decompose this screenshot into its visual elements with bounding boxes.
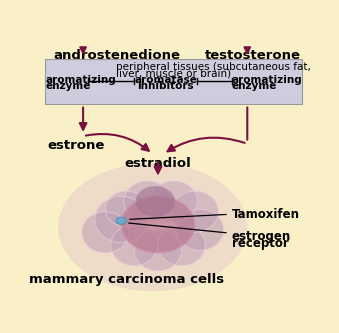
Text: enzyme: enzyme — [232, 82, 277, 92]
Ellipse shape — [150, 181, 197, 222]
Ellipse shape — [136, 186, 175, 217]
Ellipse shape — [111, 224, 158, 266]
Text: estrogen: estrogen — [232, 230, 291, 243]
Text: aromatase: aromatase — [135, 75, 197, 85]
Ellipse shape — [105, 191, 147, 227]
Ellipse shape — [171, 191, 218, 232]
Text: receptor: receptor — [232, 237, 288, 250]
Ellipse shape — [124, 181, 171, 222]
Text: androstenedione: androstenedione — [53, 49, 180, 62]
Text: inhibitors: inhibitors — [138, 82, 194, 92]
Text: estrone: estrone — [47, 139, 105, 152]
Text: peripheral tissues (subcutaneous fat,: peripheral tissues (subcutaneous fat, — [116, 62, 311, 72]
Ellipse shape — [58, 163, 247, 291]
Text: Tamoxifen: Tamoxifen — [232, 208, 300, 221]
FancyBboxPatch shape — [45, 59, 302, 104]
Text: testosterone: testosterone — [205, 49, 301, 62]
Text: mammary carcinoma cells: mammary carcinoma cells — [29, 273, 224, 286]
Ellipse shape — [134, 230, 182, 271]
Text: liver, muscle or brain): liver, muscle or brain) — [116, 69, 231, 79]
Text: aromatizing: aromatizing — [232, 75, 302, 85]
Text: aromatizing: aromatizing — [45, 75, 116, 85]
Ellipse shape — [95, 196, 147, 242]
Ellipse shape — [158, 224, 205, 266]
Ellipse shape — [82, 212, 129, 253]
Ellipse shape — [176, 209, 224, 250]
Text: estradiol: estradiol — [125, 157, 191, 169]
Ellipse shape — [121, 196, 195, 253]
Text: enzyme: enzyme — [45, 82, 91, 92]
Ellipse shape — [116, 217, 126, 224]
